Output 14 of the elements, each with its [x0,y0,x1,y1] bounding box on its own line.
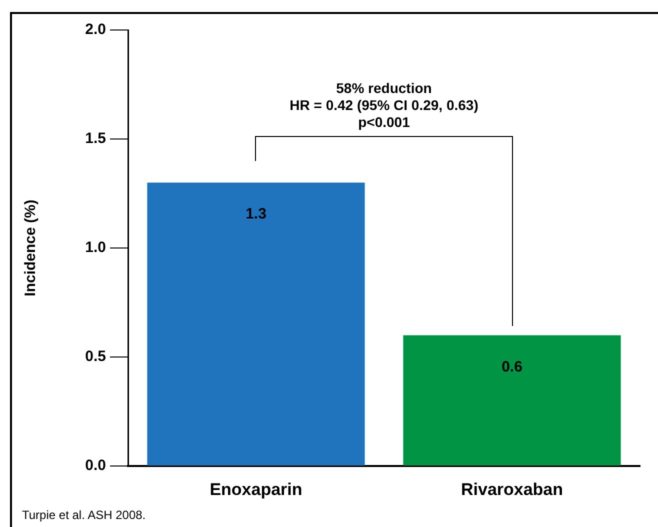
y-tick-label: 1.0 [85,239,106,256]
annotation: 58% reduction [335,80,433,97]
y-tick-label: 2.0 [85,21,106,38]
x-tick-label: Enoxaparin [210,480,302,499]
data-label: 1.3 [246,206,266,223]
y-tick-label: 0.5 [85,348,106,366]
annotation: HR = 0.42 (95% CI 0.29, 0.63) [290,96,478,114]
data-label: 0.6 [502,358,522,376]
annotation: p<0.001 [357,114,411,131]
text: Turpie et al. ASH 2008. [22,508,146,522]
x-tick-label: Rivaroxaban [460,480,564,499]
y-tick-label: 1.5 [85,130,106,148]
y-tick-label: 0.0 [85,457,106,474]
y-axis-title: Incidence (%) [22,200,40,296]
